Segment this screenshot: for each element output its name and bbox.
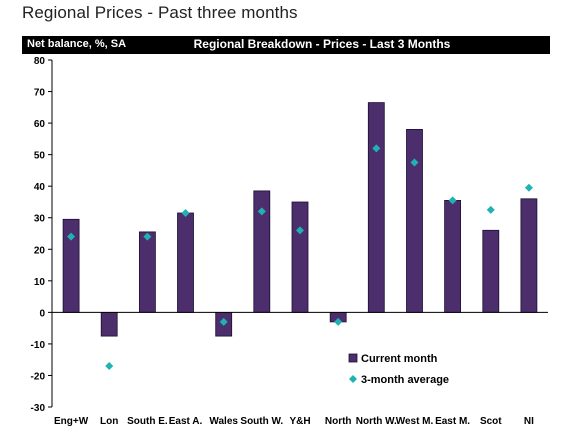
marker-10 — [448, 196, 457, 205]
axes-layer: 80 70 60 50 40 30 20 10 0 -10 -20 -30 Eng+W Lon South … — [31, 56, 548, 427]
marker-2 — [143, 232, 152, 241]
x-tick-label-1: Lon — [100, 416, 118, 427]
x-tick-label-8: North W. — [356, 416, 397, 427]
legend-swatch-marker — [349, 375, 357, 383]
x-tick-label-0: Eng+W — [54, 416, 89, 427]
x-tick-label-11: Scot — [480, 416, 502, 427]
markers-layer — [67, 144, 533, 370]
marker-0 — [67, 232, 76, 241]
x-tick-label-2: South E. — [127, 416, 168, 427]
legend-swatch-bar — [348, 353, 358, 363]
bar-2 — [138, 231, 156, 313]
x-tick-label-5: South W. — [240, 416, 283, 427]
bars-layer — [62, 102, 538, 337]
bar-10 — [444, 199, 462, 313]
chart-header-bar: Net balance, %, SA Regional Breakdown - … — [22, 36, 550, 54]
y-axis-unit-label: Net balance, %, SA — [27, 38, 127, 50]
y-tick-label-5: 30 — [34, 214, 46, 225]
marker-8 — [372, 144, 381, 153]
bar-9 — [406, 128, 423, 313]
x-tick-label-6: Y&H — [289, 416, 310, 427]
legend: Current month 3-month average — [348, 353, 449, 386]
x-tick-label-7: North — [325, 416, 352, 427]
legend-label-3-month-average: 3-month average — [361, 374, 449, 386]
marker-6 — [296, 226, 304, 235]
y-tick-label-4: 40 — [34, 182, 46, 193]
bar-12 — [520, 198, 538, 313]
x-tick-label-12: NI — [524, 416, 534, 427]
y-tick-label-10: -20 — [31, 371, 46, 382]
y-tick-label-6: 20 — [34, 245, 46, 256]
marker-12 — [524, 183, 533, 192]
y-tick-label-11: -30 — [31, 403, 46, 414]
chart-title: Regional Breakdown - Prices - Last 3 Mon… — [193, 37, 451, 51]
y-tick-label-0: 80 — [34, 56, 46, 67]
bar-11 — [482, 229, 500, 313]
y-tick-label-1: 70 — [34, 88, 46, 99]
y-tick-label-7: 10 — [34, 277, 46, 288]
marker-1 — [105, 361, 114, 370]
legend-label-current-month: Current month — [361, 353, 438, 365]
marker-9 — [410, 158, 419, 167]
x-tick-label-10: East M. — [435, 416, 470, 427]
bar-1 — [100, 311, 118, 337]
marker-3 — [181, 208, 190, 217]
marker-7 — [334, 317, 343, 326]
x-tick-label-9: West M. — [396, 416, 434, 427]
bar-3 — [177, 212, 194, 313]
bar-6 — [291, 201, 309, 313]
y-tick-label-3: 50 — [34, 151, 46, 162]
marker-4 — [219, 317, 228, 326]
x-tick-label-4: Wales — [209, 416, 238, 427]
marker-5 — [257, 207, 266, 216]
y-tick-label-8: 0 — [39, 308, 45, 319]
page-title: Regional Prices - Past three months — [22, 3, 298, 22]
bar-8 — [367, 102, 385, 313]
y-tick-label-9: -10 — [31, 340, 46, 351]
marker-11 — [486, 205, 495, 214]
x-tick-label-3: East A. — [169, 416, 203, 427]
y-tick-label-2: 60 — [34, 119, 46, 130]
